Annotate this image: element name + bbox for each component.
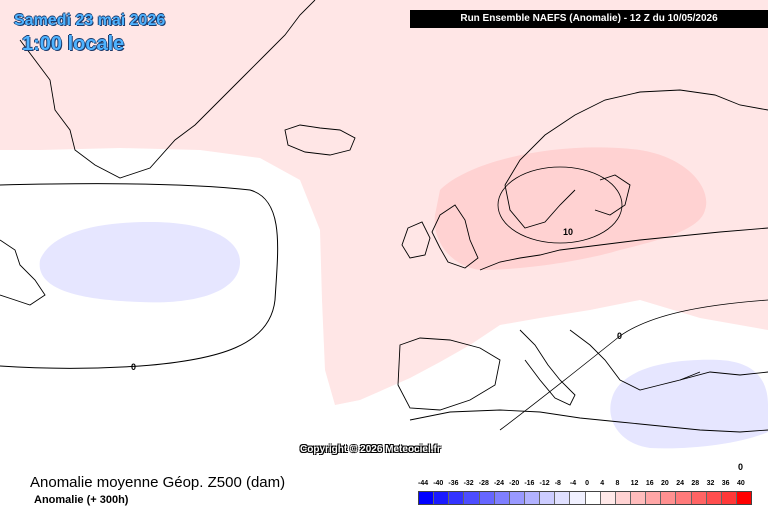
legend-label: 4 <box>600 480 605 487</box>
ireland <box>401 221 431 259</box>
anomaly-map: 0 0 0 10 <box>0 0 768 470</box>
legend-label: -36 <box>448 480 459 487</box>
legend-swatch <box>509 492 525 504</box>
contour-label-zero-balkans: 0 <box>617 331 622 341</box>
legend-swatch <box>706 492 722 504</box>
legend-swatch <box>419 492 435 504</box>
legend-swatch <box>736 492 752 504</box>
forecast-date: Samedi 23 mai 2026 <box>14 12 166 29</box>
legend-label: -40 <box>433 480 444 487</box>
legend-swatch <box>464 492 480 504</box>
legend-swatch <box>540 492 556 504</box>
negative-anomaly-atlantic <box>39 222 240 303</box>
north-africa-coast <box>409 409 768 433</box>
finland-coast <box>594 174 631 216</box>
zero-contour-atlantic <box>0 183 279 369</box>
run-banner: Run Ensemble NAEFS (Anomalie) - 12 Z du … <box>410 10 768 28</box>
legend-label: 20 <box>661 480 669 487</box>
legend-swatch <box>676 492 692 504</box>
legend-label: 36 <box>721 480 730 487</box>
legend-label: -28 <box>478 480 489 487</box>
zero-contour-balkans <box>499 299 768 431</box>
coastlines <box>0 0 768 433</box>
legend-label: 12 <box>630 480 639 487</box>
legend-label: 0 <box>585 480 589 487</box>
legend-label: 40 <box>736 480 745 487</box>
ten-contour-baltic <box>497 166 623 244</box>
legend-swatch <box>449 492 465 504</box>
legend-label: -8 <box>554 480 561 487</box>
continent-coast <box>479 227 768 271</box>
legend-swatch <box>585 492 601 504</box>
greenland-coast <box>19 0 316 179</box>
negative-anomaly-aegean <box>610 359 768 449</box>
norway-coast <box>504 184 576 229</box>
iberia-coast <box>397 337 501 411</box>
chart-subtitle: Anomalie (+ 300h) <box>34 494 129 506</box>
legend-swatch <box>691 492 707 504</box>
legend-scale-labels: -44 -40 -36 -32 -28 -24 -20 -16 -12 -8 -4 0 4 8 12 16 20… <box>418 480 752 490</box>
legend-label: -24 <box>493 480 505 487</box>
contour-label-zero-southeast: 0 <box>738 462 743 470</box>
copyright-notice: Copyright © 2026 Meteociel.fr <box>300 444 441 455</box>
legend-swatch <box>661 492 677 504</box>
legend-swatch <box>600 492 616 504</box>
legend-label: 28 <box>691 480 700 487</box>
legend-swatch <box>721 492 737 504</box>
legend-label: -16 <box>524 480 535 487</box>
turkey-coast <box>679 371 768 381</box>
contour-label-zero-atlantic: 0 <box>131 362 136 372</box>
legend-scale-bar <box>418 491 752 505</box>
legend-swatch <box>646 492 662 504</box>
legend-swatch <box>570 492 586 504</box>
legend-label: -4 <box>569 480 577 487</box>
chart-title: Anomalie moyenne Géop. Z500 (dam) <box>30 474 286 491</box>
legend-label: 16 <box>645 480 654 487</box>
british-isles <box>431 204 479 269</box>
legend-swatch <box>615 492 631 504</box>
legend-label: 24 <box>676 480 684 487</box>
balkans-coast <box>569 329 701 391</box>
legend-label: -20 <box>509 480 520 487</box>
italy-coast <box>519 329 576 406</box>
legend-swatch <box>630 492 647 504</box>
legend-label: 32 <box>706 480 715 487</box>
contour-label-ten-baltic: 10 <box>563 227 573 237</box>
legend-swatch <box>479 492 495 504</box>
forecast-time: 1:00 locale <box>22 33 125 55</box>
legend-label: -44 <box>418 480 429 487</box>
iceland-coast <box>284 124 356 156</box>
legend-label: -12 <box>539 480 550 487</box>
legend-swatch <box>524 492 541 504</box>
legend-swatch <box>434 492 450 504</box>
legend-swatch <box>555 492 571 504</box>
legend-label: -32 <box>463 480 474 487</box>
positive-anomaly-north <box>0 0 768 405</box>
labrador-coast <box>0 239 46 306</box>
legend-label: 8 <box>615 480 620 487</box>
positive-anomaly-core <box>434 147 707 270</box>
legend-swatch <box>494 492 510 504</box>
scandinavia-coast <box>504 89 768 186</box>
